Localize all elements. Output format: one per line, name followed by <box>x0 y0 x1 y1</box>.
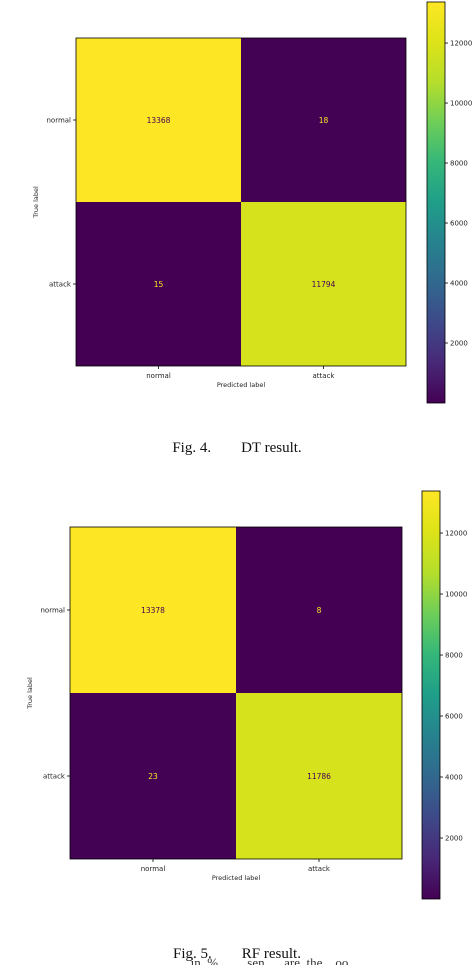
y-tick-label: attack <box>43 773 66 781</box>
y-axis-label: True label <box>26 677 34 710</box>
colorbar-tick-label: 12000 <box>445 530 467 538</box>
cut-off-body-text: in % sen are the oo <box>125 956 349 965</box>
plot-frame <box>75 37 407 367</box>
colorbar <box>421 490 441 900</box>
cell-value-label: 15 <box>154 280 164 289</box>
colorbar-tick-label: 2000 <box>450 340 468 348</box>
colorbar-tick-label: 8000 <box>445 652 463 660</box>
colorbar-tick-label: 6000 <box>445 713 463 721</box>
cell-value-label: 11794 <box>312 280 336 289</box>
matrix-cell <box>76 38 241 202</box>
y-tick-label: normal <box>40 607 65 615</box>
colorbar-tick-label: 12000 <box>450 40 472 48</box>
matrix-cell <box>236 527 402 693</box>
figure-caption-dt: Fig. 4. DT result. <box>172 440 302 456</box>
colorbar-tick-label: 8000 <box>450 160 468 168</box>
x-axis-label: Predicted label <box>217 381 265 389</box>
cell-value-label: 18 <box>319 116 329 125</box>
colorbar-tick-label: 2000 <box>445 835 463 843</box>
colorbar-tick-label: 10000 <box>445 591 467 599</box>
matrix-cell <box>70 527 236 693</box>
colorbar <box>426 1 446 404</box>
colorbar-tick-label: 4000 <box>450 280 468 288</box>
x-tick-label: attack <box>313 372 336 380</box>
matrix-cell <box>70 693 236 859</box>
y-tick-label: normal <box>46 117 71 125</box>
y-tick-label: attack <box>49 281 72 289</box>
colorbar-tick-label: 4000 <box>445 774 463 782</box>
matrix-cell <box>236 693 402 859</box>
cell-value-label: 23 <box>148 772 158 781</box>
plot-frame <box>69 526 403 860</box>
matrix-cell <box>241 38 406 202</box>
x-tick-label: attack <box>308 865 331 873</box>
x-axis-label: Predicted label <box>212 874 260 882</box>
x-tick-label: normal <box>146 372 171 380</box>
colorbar-tick-label: 10000 <box>450 100 472 108</box>
confusion-matrix-dt: 13368 18 15 11794 normal attack normal attack Pr… <box>32 1 472 404</box>
x-tick-label: normal <box>141 865 166 873</box>
cell-value-label: 8 <box>317 606 322 615</box>
confusion-matrix-rf: 13378 8 23 11786 normal attack normal attack Pre… <box>26 490 467 900</box>
y-axis-label: True label <box>32 186 40 219</box>
cell-value-label: 13378 <box>141 606 165 615</box>
matrix-cell <box>76 202 241 366</box>
cell-value-label: 13368 <box>147 116 171 125</box>
figure-caption-rf: Fig. 5. RF result. <box>173 946 301 962</box>
colorbar-tick-label: 6000 <box>450 220 468 228</box>
matrix-cell <box>241 202 406 366</box>
cell-value-label: 11786 <box>307 772 331 781</box>
